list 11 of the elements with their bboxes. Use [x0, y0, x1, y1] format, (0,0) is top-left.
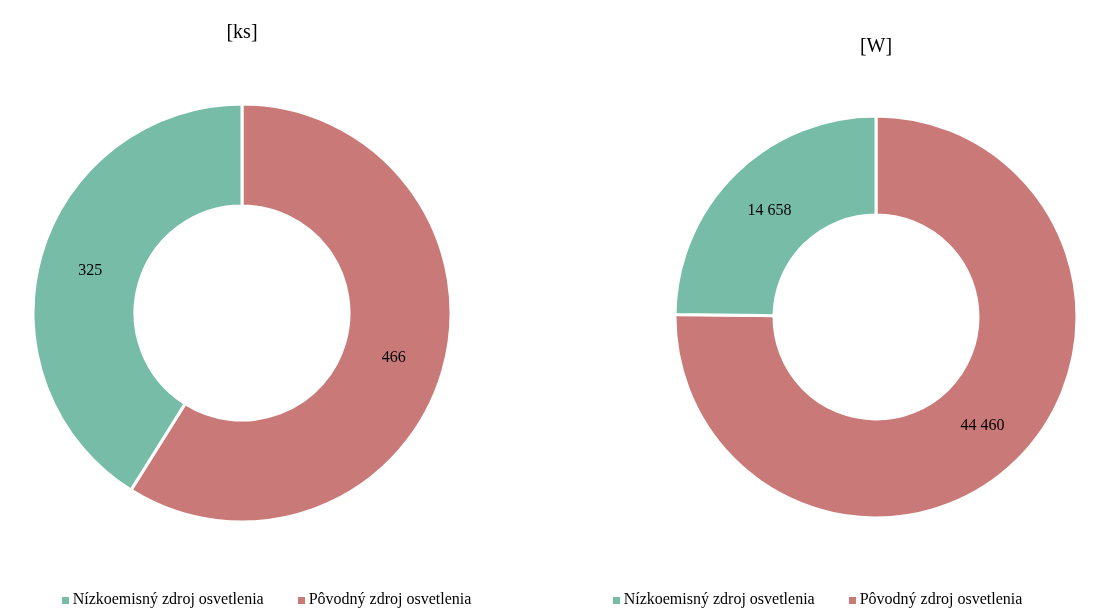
chart-title: [ks]	[226, 20, 258, 42]
data-label: 325	[78, 260, 103, 278]
donut-slice	[673, 114, 1079, 520]
legend-label: Nízkoemisný zdroj osvetlenia	[623, 590, 815, 607]
data-label: 44 460	[960, 416, 1005, 434]
data-label: 466	[381, 348, 406, 366]
legend-label: Nízkoemisný zdroj osvetlenia	[72, 590, 264, 607]
legend-label: Pôvodný zdroj osvetlenia	[308, 590, 472, 607]
chart-title: [W]	[859, 34, 893, 56]
legend-label: Pôvodný zdroj osvetlenia	[859, 590, 1023, 607]
data-label: 14 658	[747, 200, 792, 218]
